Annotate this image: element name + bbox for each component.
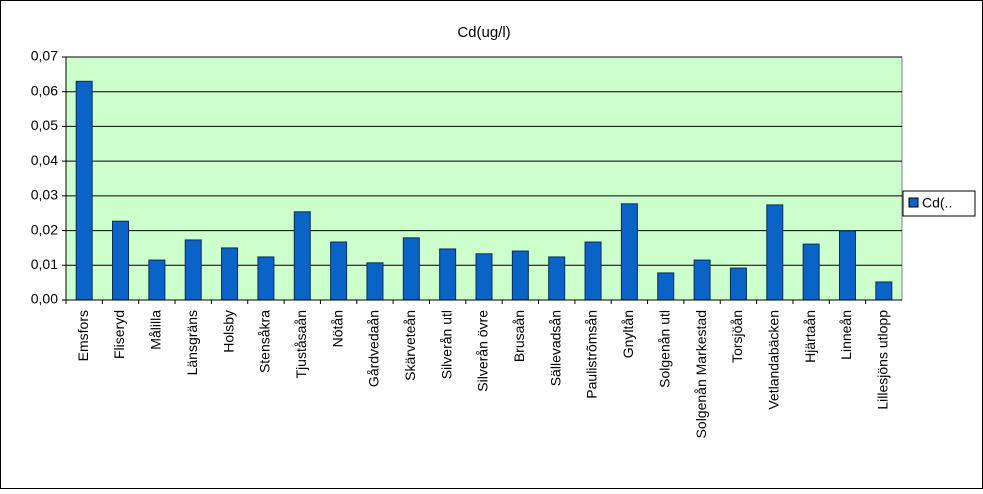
bar bbox=[766, 204, 784, 301]
bar bbox=[620, 203, 638, 301]
x-tick-label: Torsjöån bbox=[729, 310, 745, 363]
bar bbox=[148, 259, 166, 301]
x-tick-label: Paulistrõmsån bbox=[584, 310, 600, 399]
x-tick-label: Fliseryd bbox=[111, 310, 127, 359]
x-tick-label: Tjuståsaån bbox=[293, 310, 309, 378]
bar bbox=[657, 272, 675, 301]
x-tick-label: Lillesjöns utlopp bbox=[875, 310, 891, 410]
bar bbox=[75, 80, 93, 301]
bar bbox=[439, 248, 457, 301]
y-tick-label: 0,04 bbox=[31, 152, 58, 168]
x-tick-label: Gnyltån bbox=[620, 310, 636, 358]
chart-title: Cd(ug/l) bbox=[457, 24, 510, 41]
bar bbox=[221, 247, 239, 301]
x-tick-label: Stensåkra bbox=[257, 310, 273, 373]
x-tick-label: Sällevadsån bbox=[547, 310, 563, 386]
x-tick-label: Solgenån Markestad bbox=[693, 310, 709, 438]
y-tick-label: 0,01 bbox=[31, 256, 58, 272]
bar bbox=[475, 253, 493, 301]
x-tick-label: Vetlandabäcken bbox=[765, 310, 781, 410]
x-tick-label: Solgenån utl bbox=[656, 310, 672, 388]
y-tick-label: 0,05 bbox=[31, 117, 58, 133]
y-tick-label: 0,07 bbox=[31, 48, 58, 64]
bar bbox=[875, 281, 893, 301]
bar bbox=[548, 256, 566, 301]
x-tick-label: Nötån bbox=[329, 310, 345, 347]
legend-swatch bbox=[908, 197, 919, 208]
x-tick-label: Brusaån bbox=[511, 310, 527, 362]
y-tick-label: 0,00 bbox=[31, 291, 58, 307]
x-tick-label: Hjärtaån bbox=[802, 310, 818, 363]
bar bbox=[293, 211, 311, 301]
legend-label: Cd(.. bbox=[922, 195, 952, 211]
x-tick-label: Gårdvedaån bbox=[366, 310, 382, 387]
bar bbox=[257, 256, 275, 301]
y-tick-label: 0,03 bbox=[31, 187, 58, 203]
x-tick-label: Målilla bbox=[148, 310, 164, 350]
x-tick-label: Skärveteån bbox=[402, 310, 418, 381]
bar bbox=[184, 239, 202, 301]
bar bbox=[584, 241, 602, 301]
bar bbox=[729, 267, 747, 301]
x-tick-label: Emsfors bbox=[75, 310, 91, 361]
bar bbox=[838, 230, 856, 301]
x-tick-label: Silverån utl bbox=[438, 310, 454, 379]
x-tick-label: Silverån övre bbox=[475, 310, 491, 392]
x-tick-label: Linneån bbox=[838, 310, 854, 360]
x-tick-label: Holsby bbox=[220, 310, 236, 353]
x-tick-label: Länsgräns bbox=[184, 310, 200, 375]
y-tick-label: 0,02 bbox=[31, 221, 58, 237]
bar bbox=[366, 262, 384, 301]
bar bbox=[693, 259, 711, 301]
bar bbox=[511, 250, 529, 301]
bar bbox=[330, 241, 348, 301]
bar bbox=[402, 237, 420, 301]
bar bbox=[112, 220, 130, 301]
bar bbox=[802, 243, 820, 301]
legend-box bbox=[902, 190, 976, 217]
y-tick-label: 0,06 bbox=[31, 82, 58, 98]
